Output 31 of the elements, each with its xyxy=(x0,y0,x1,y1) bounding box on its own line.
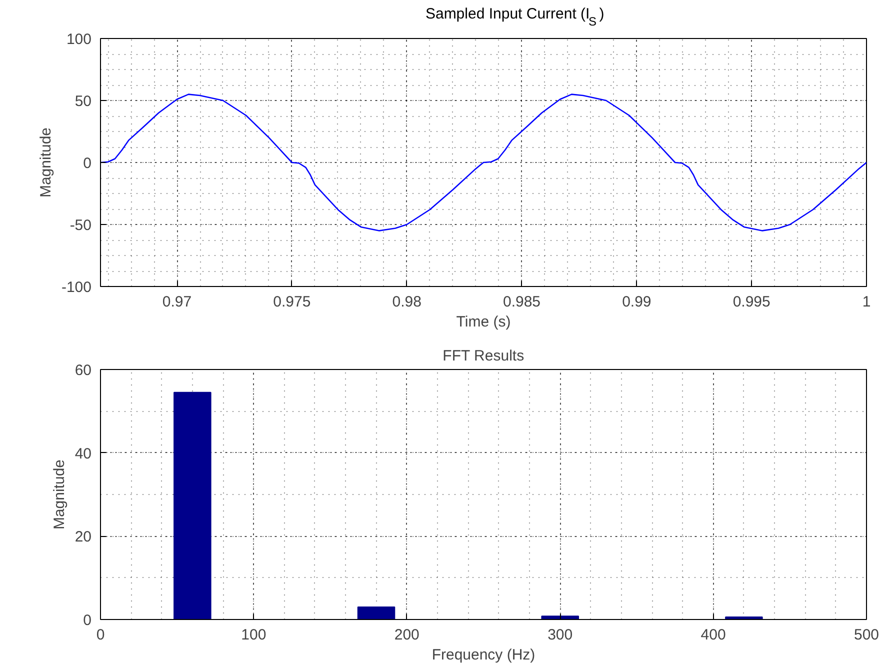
bar xyxy=(357,606,396,620)
bar xyxy=(174,392,212,620)
y-tick-label: -100 xyxy=(61,279,92,296)
x-tick-label: 0.985 xyxy=(502,294,541,310)
y-tick-label: 0 xyxy=(83,612,92,629)
y-axis-title: Magnitude xyxy=(37,127,54,198)
y-tick-label: 20 xyxy=(74,528,92,546)
line-series xyxy=(100,94,866,232)
y-tick-label: 50 xyxy=(74,93,92,110)
x-tick-label: 0.98 xyxy=(392,294,422,310)
bar xyxy=(541,616,579,620)
y-tick-label: 100 xyxy=(66,31,92,48)
y-tick-label: 60 xyxy=(74,362,92,379)
x-tick-label: 0.975 xyxy=(273,294,311,310)
x-axis-title: Frequency (Hz) xyxy=(432,646,536,664)
x-tick-label: 0.97 xyxy=(162,294,192,310)
chart-title: FFT Results xyxy=(442,348,524,364)
x-tick-label: 400 xyxy=(700,626,726,644)
y-axis-title: Magnitude xyxy=(50,459,68,530)
x-tick-label: 0 xyxy=(96,626,105,644)
y-tick-label: -50 xyxy=(70,217,92,234)
x-tick-label: 200 xyxy=(394,626,420,644)
x-tick-label: 0.99 xyxy=(622,294,652,310)
x-tick-label: 500 xyxy=(854,626,880,644)
x-tick-label: 0.995 xyxy=(732,294,770,310)
x-tick-label: 100 xyxy=(241,626,266,644)
x-tick-label: 1 xyxy=(862,294,871,310)
x-axis-title: Time (s) xyxy=(456,314,511,330)
x-tick-label: 300 xyxy=(548,626,573,644)
y-tick-label: 0 xyxy=(83,155,92,172)
y-tick-label: 40 xyxy=(74,445,92,462)
